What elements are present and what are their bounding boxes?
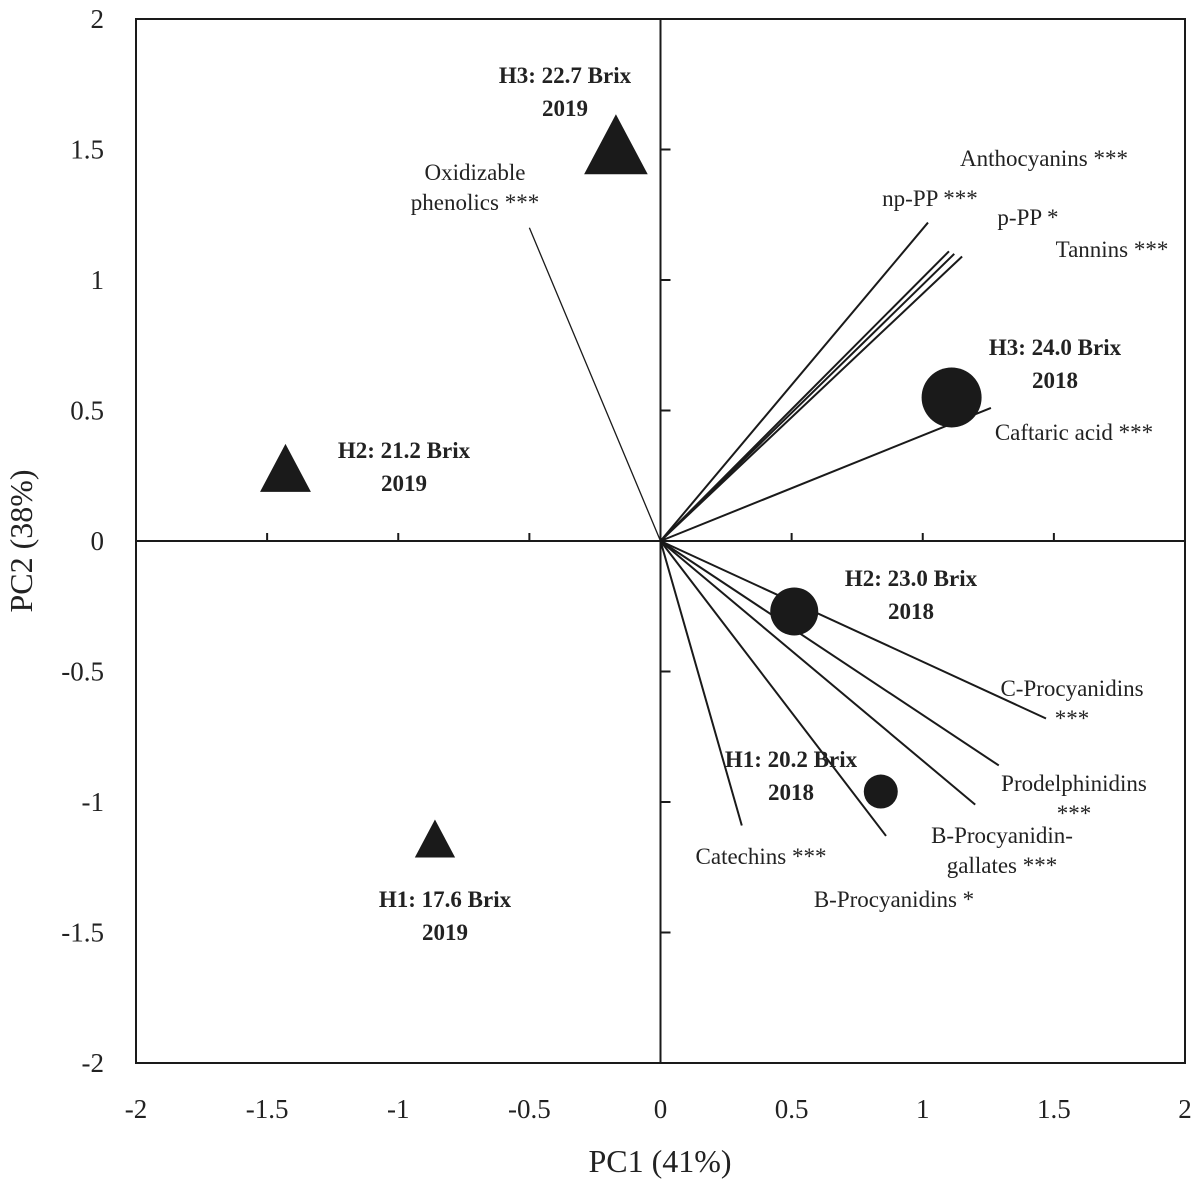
- sample-marker-h1-20-2-brix-2018: [863, 774, 898, 809]
- x-tick-label: -2: [125, 1094, 148, 1124]
- y-tick-label: -1: [82, 787, 105, 817]
- loading-vector-np-pp: [659, 221, 929, 542]
- loading-vector-catechins: [659, 540, 743, 826]
- loading-label-b-procyanidins: B-Procyanidins *: [814, 887, 974, 912]
- sample-label-h2-21-2-brix-2019: H2: 21.2 Brix 2019: [338, 438, 471, 496]
- loading-label-b-procyanidin-gallates: B-Procyanidin-gallates ***: [931, 823, 1073, 878]
- loading-label-np-pp: np-PP ***: [882, 186, 978, 211]
- y-tick-label: -1.5: [61, 918, 104, 948]
- loading-label-caftaric-acid: Caftaric acid ***: [995, 420, 1153, 445]
- y-tick-label: -0.5: [61, 657, 104, 687]
- loading-label-catechins: Catechins ***: [696, 844, 827, 869]
- loading-label-anthocyanins: Anthocyanins ***: [960, 146, 1128, 171]
- x-tick-label: -0.5: [508, 1094, 551, 1124]
- loading-vector-b-procyanidins: [659, 540, 887, 837]
- loading-label-p-pp: p-PP *: [997, 205, 1058, 230]
- sample-label-h3-24-0-brix-2018: H3: 24.0 Brix 2018: [989, 335, 1122, 393]
- x-tick-label: -1.5: [246, 1094, 289, 1124]
- x-tick-label: 0.5: [775, 1094, 809, 1124]
- sample-marker-h3-22-7-brix-2019: [584, 114, 648, 175]
- x-axis-title: PC1 (41%): [588, 1143, 731, 1179]
- x-tick-label: 0: [654, 1094, 668, 1124]
- y-tick-label: 0.5: [70, 396, 104, 426]
- y-tick-label: -2: [82, 1048, 105, 1078]
- sample-marker-h2-23-0-brix-2018: [770, 587, 819, 636]
- sample-marker-h3-24-0-brix-2018: [921, 367, 982, 428]
- axes: -2 -1.5 -1 -0.5 0 0.5 1 1.5 2 -2 -1.5 -1 -0.5 0 0.5 1 1.…: [61, 4, 1192, 1124]
- x-tick-label: 1.5: [1037, 1094, 1071, 1124]
- sample-label-h2-23-0-brix-2018: H2: 23.0 Brix 2018: [845, 566, 978, 624]
- loading-vector-tannins: [659, 255, 963, 542]
- x-tick-label: -1: [387, 1094, 410, 1124]
- y-tick-label: 0: [91, 526, 105, 556]
- y-tick-label: 1.5: [70, 135, 104, 165]
- sample-label-h1-20-2-brix-2018: H1: 20.2 Brix 2018: [725, 747, 858, 805]
- x-tick-label: 2: [1178, 1094, 1192, 1124]
- loading-vector-caftaric-acid: [660, 406, 992, 542]
- sample-label-h1-17-6-brix-2019: H1: 17.6 Brix 2019: [379, 887, 512, 945]
- sample-points: [260, 114, 982, 858]
- loading-vectors: [528, 221, 1047, 837]
- loading-vector-prodelphinidins: [659, 540, 1000, 767]
- y-tick-label: 2: [91, 4, 105, 34]
- sample-marker-h2-21-2-brix-2019: [260, 443, 311, 492]
- loading-label-tannins: Tannins ***: [1056, 237, 1169, 262]
- sample-marker-h1-17-6-brix-2019: [414, 819, 456, 858]
- labels: Oxidizable phenolics *** np-PP *** p-PP * An…: [338, 63, 1169, 945]
- y-tick-label: 1: [91, 265, 105, 295]
- loading-vector-anthocyanins: [659, 250, 950, 542]
- x-tick-label: 1: [916, 1094, 930, 1124]
- sample-label-h3-22-7-brix-2019: H3: 22.7 Brix 2019: [499, 63, 632, 121]
- y-axis-title: PC2 (38%): [3, 469, 39, 612]
- loading-label-c-procyanidins: C-Procyanidins ***: [1000, 676, 1143, 731]
- loading-vector-oxidizable-phenolics: [528, 227, 662, 542]
- loading-label-oxidizable-phenolics: Oxidizable phenolics ***: [411, 160, 539, 215]
- loading-vector-c-procyanidins: [660, 540, 1047, 720]
- loading-label-prodelphinidins: Prodelphinidins ***: [1001, 771, 1147, 826]
- loading-vector-b-procyanidin-gallates: [659, 540, 976, 806]
